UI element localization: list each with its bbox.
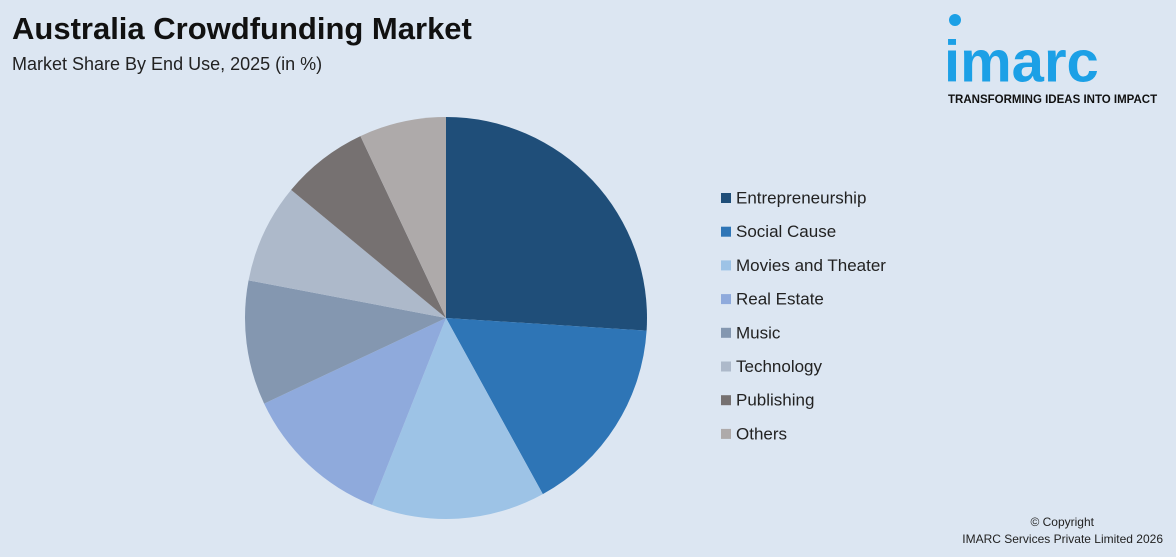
chart-subtitle: Market Share By End Use, 2025 (in %) bbox=[12, 54, 322, 74]
logo-name: imarc bbox=[944, 29, 1099, 94]
legend-swatch bbox=[721, 361, 731, 372]
legend-swatch bbox=[721, 260, 731, 271]
legend-swatch bbox=[721, 226, 731, 237]
legend-label: Social Cause bbox=[736, 222, 836, 241]
logo-dot bbox=[949, 14, 961, 26]
legend-swatch bbox=[721, 428, 731, 439]
legend: Entrepreneurship Social Cause Movies and T… bbox=[721, 188, 886, 443]
legend-swatch bbox=[721, 294, 731, 305]
copyright: © Copyright bbox=[1030, 515, 1094, 529]
pie-slice bbox=[291, 136, 446, 318]
company: IMARC Services Private Limited 2026 bbox=[962, 532, 1163, 546]
pie-slice bbox=[264, 318, 446, 505]
chart-title: Australia Crowdfunding Market bbox=[12, 11, 472, 46]
pie bbox=[244, 117, 647, 519]
pie-slice bbox=[446, 318, 647, 495]
legend-swatch bbox=[721, 327, 731, 338]
legend-label: Others bbox=[736, 424, 787, 443]
logo-tagline: TRANSFORMING IDEAS INTO IMPACT bbox=[948, 94, 1157, 106]
legend-label: Movies and Theater bbox=[736, 256, 886, 275]
legend-swatch bbox=[721, 193, 731, 203]
pie-slice bbox=[446, 117, 647, 331]
legend-label: Publishing bbox=[736, 391, 814, 410]
legend-label: Entrepreneurship bbox=[736, 188, 866, 207]
legend-swatch bbox=[721, 395, 731, 406]
legend-label: Real Estate bbox=[736, 290, 824, 309]
legend-label: Music bbox=[736, 323, 781, 342]
legend-label: Technology bbox=[736, 357, 823, 376]
pie-slice bbox=[372, 318, 543, 519]
pie-slice bbox=[244, 280, 446, 404]
pie-slice bbox=[360, 117, 446, 318]
pie-slice bbox=[248, 189, 446, 318]
